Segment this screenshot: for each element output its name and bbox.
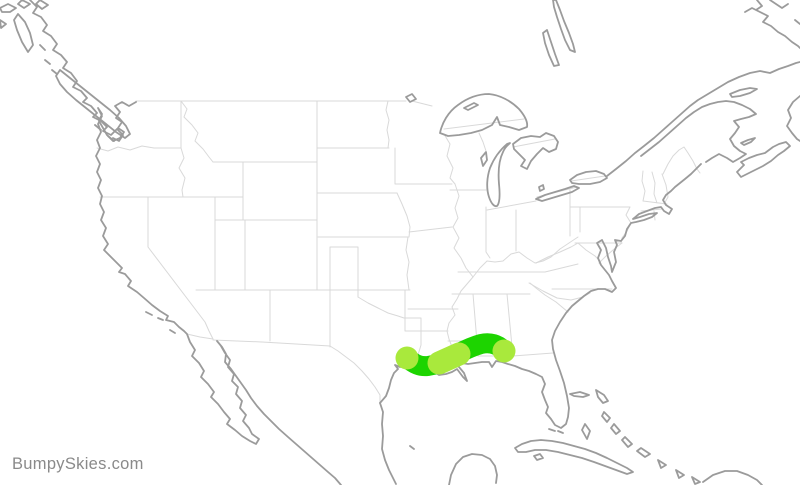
flight-route-overlay	[395, 333, 516, 377]
route-segment-calm-capsule	[427, 342, 471, 375]
coast-west	[95, 101, 342, 485]
coast-cuba	[514, 439, 634, 475]
border-mi-wi-up	[478, 132, 487, 152]
border-wy	[242, 161, 318, 291]
coast-bc-mainland	[29, 0, 124, 142]
coast-yucatan	[409, 445, 498, 485]
border-plains-horizontals	[316, 147, 463, 361]
coast-pei	[740, 137, 756, 146]
coast-newfoundland-west	[786, 95, 800, 142]
border-wa-or	[96, 145, 182, 152]
lake-michigan	[480, 142, 511, 208]
coast-nova-scotia	[736, 141, 791, 178]
border-ia-south	[408, 226, 453, 233]
coast-florida-keys	[548, 428, 564, 434]
border-mt-id	[180, 100, 214, 163]
coast-gaspe-nb	[640, 100, 757, 163]
coast-gulf-atlantic	[379, 163, 702, 429]
coast-bahamas	[569, 389, 701, 485]
border-ca-nv	[147, 196, 214, 340]
coast-vancouver-island	[55, 69, 131, 139]
border-ky-tn	[457, 263, 579, 273]
border-ok-tx-red-river	[357, 296, 405, 319]
coast-alaska-bits	[0, 0, 49, 29]
coast-haida-gwaii	[13, 13, 34, 53]
border-mn-wi	[443, 133, 456, 185]
coast-anticosti	[729, 87, 758, 98]
coast-mexico-gulf	[379, 402, 397, 485]
border-il-in-oh	[485, 200, 537, 259]
border-rio-grande	[329, 345, 381, 404]
border-new-england	[640, 170, 669, 221]
lake-superior	[439, 93, 529, 137]
lake-winnipeg	[542, 0, 576, 67]
border-ohio-river	[472, 236, 579, 278]
border-ok-ar-la	[403, 289, 449, 364]
coast-channel-islands	[145, 311, 176, 334]
border-ky-va	[535, 242, 579, 264]
coast-hispaniola	[702, 470, 763, 485]
border-mexico-west	[186, 333, 331, 347]
border-tx-panhandle	[329, 246, 359, 298]
coast-newfoundland-ne	[744, 0, 800, 49]
border-maine-canada	[662, 146, 701, 175]
border-nc-sc	[528, 282, 591, 301]
border-wv	[577, 206, 601, 262]
lake-huron	[512, 132, 559, 170]
border-nv-ut	[214, 196, 246, 291]
lake-isle-royale	[463, 102, 479, 111]
border-mississippi-upper	[452, 183, 474, 278]
route-endpoint-calm-circle	[492, 339, 516, 363]
border-pa	[569, 189, 632, 244]
border-sd-mn	[394, 147, 453, 185]
border-nd-mn	[385, 100, 390, 149]
lake-erie	[535, 184, 580, 202]
border-missouri-river	[396, 192, 411, 291]
border-lakes	[443, 118, 606, 198]
bumpyskies-watermark: BumpySkies.com	[12, 455, 144, 473]
lake-ontario	[569, 170, 608, 185]
lake-of-the-woods	[405, 93, 417, 103]
coast-st-lawrence-north	[606, 61, 800, 177]
route-endpoint-calm-circle	[395, 346, 419, 370]
border-id-west	[178, 100, 186, 198]
coast-bc-islets	[39, 44, 115, 142]
